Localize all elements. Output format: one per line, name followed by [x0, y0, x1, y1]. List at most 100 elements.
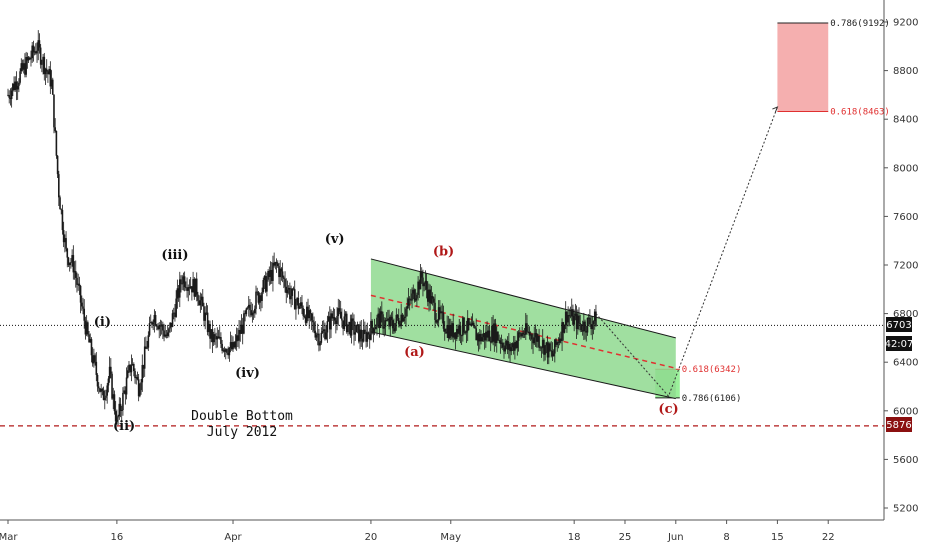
candle-body [537, 335, 539, 342]
candle-body [315, 334, 318, 338]
candle-body [470, 323, 473, 326]
candle-body [328, 316, 331, 330]
candle-body [258, 295, 261, 303]
candle-body [234, 341, 237, 348]
candle-body [366, 332, 369, 342]
price-tick-label: 8400 [893, 115, 918, 126]
candle-body [521, 332, 523, 337]
candle-body [387, 318, 389, 321]
candle-body [436, 320, 439, 323]
candle-body [433, 298, 435, 303]
candle-body [168, 328, 170, 333]
candle-body [295, 302, 297, 310]
candle-body [164, 334, 167, 337]
candle-body [320, 332, 323, 343]
candle-body [20, 63, 23, 72]
price-tick-label: 5600 [893, 455, 918, 466]
candle-body [564, 311, 567, 326]
candle-body [592, 321, 595, 325]
candle-body [563, 325, 566, 333]
candle-body [309, 310, 312, 314]
candle-body [367, 332, 370, 335]
candle-body [338, 308, 341, 312]
candle-body [31, 45, 33, 59]
candle-body [517, 332, 520, 341]
candle-body [314, 330, 317, 338]
candle-body [358, 324, 360, 342]
candle-body [42, 56, 44, 64]
candle-body [499, 340, 502, 344]
candle-body [38, 40, 41, 48]
target-zone-low-label: 0.618(8463) [830, 108, 890, 118]
channel-lower-line[interactable] [370, 331, 676, 400]
candle-body [145, 346, 147, 349]
candle-body [165, 334, 168, 336]
candle-body [249, 304, 251, 311]
candle-body [501, 342, 504, 348]
candle-body [543, 339, 545, 355]
candle-body [148, 323, 151, 336]
candle-body [483, 333, 486, 341]
candle-body [286, 289, 289, 294]
candle-body [208, 324, 210, 333]
support-level-tag-bg [886, 417, 912, 432]
candle-body [529, 334, 532, 336]
price-tick-label: 7200 [893, 261, 918, 272]
candle-body [557, 342, 560, 343]
candle-body [541, 339, 544, 348]
candle-body [283, 277, 285, 279]
wave-label: (iii) [161, 248, 188, 263]
candle-body [446, 325, 448, 334]
candle-body [509, 343, 511, 352]
candle-body [70, 262, 72, 263]
candle-body [480, 333, 482, 342]
candle-body [210, 329, 213, 339]
candle-body [555, 339, 557, 345]
candle-body [355, 325, 358, 333]
candle-body [447, 325, 450, 339]
time-axis[interactable]: Mar 16 Apr 20 May 18 25 Jun 8 15 22 [0, 520, 835, 543]
candle-body [348, 321, 350, 325]
candle-body [310, 313, 313, 321]
candle-body [9, 97, 12, 100]
candle-body [137, 379, 140, 397]
projection-path[interactable] [595, 106, 779, 398]
candle-body [406, 305, 409, 309]
candle-body [558, 338, 561, 343]
candle-body [142, 364, 145, 369]
candle-body [55, 130, 58, 156]
candle-body [440, 311, 442, 314]
candle-body [223, 349, 226, 352]
candle-body [528, 331, 531, 336]
candle-body [267, 270, 269, 280]
candle-body [153, 314, 156, 323]
projection-path-line[interactable] [595, 106, 778, 398]
price-axis[interactable]: 5200 5600 6000 6400 6800 7200 7600 8000 8400 8800… [884, 18, 918, 515]
candle-body [247, 304, 250, 308]
candle-body [141, 364, 144, 383]
candle-body [595, 311, 597, 327]
candle-body [43, 56, 46, 75]
candle-body [289, 287, 291, 300]
candle-body [556, 342, 559, 345]
current-price-tag-bg [886, 317, 912, 332]
candle-body [498, 340, 500, 341]
candle-body [491, 325, 493, 343]
candle-body [199, 300, 202, 306]
candle-body [28, 57, 31, 60]
candle-body [83, 308, 86, 321]
candle-body [84, 320, 87, 335]
candle-body [36, 50, 38, 54]
channel-fill [370, 258, 676, 399]
double-bottom-annotation[interactable]: Double Bottom July 2012 [191, 409, 293, 440]
current-price-tag-text: 6703 [886, 320, 911, 331]
candle-body [391, 320, 394, 329]
support-level-tag: 5876 [886, 417, 912, 432]
candle-body [313, 322, 315, 331]
candle-body [531, 334, 533, 340]
candle-body [577, 315, 579, 330]
candle-body [526, 323, 528, 332]
candle-body [177, 288, 180, 298]
candle-body [578, 315, 580, 324]
